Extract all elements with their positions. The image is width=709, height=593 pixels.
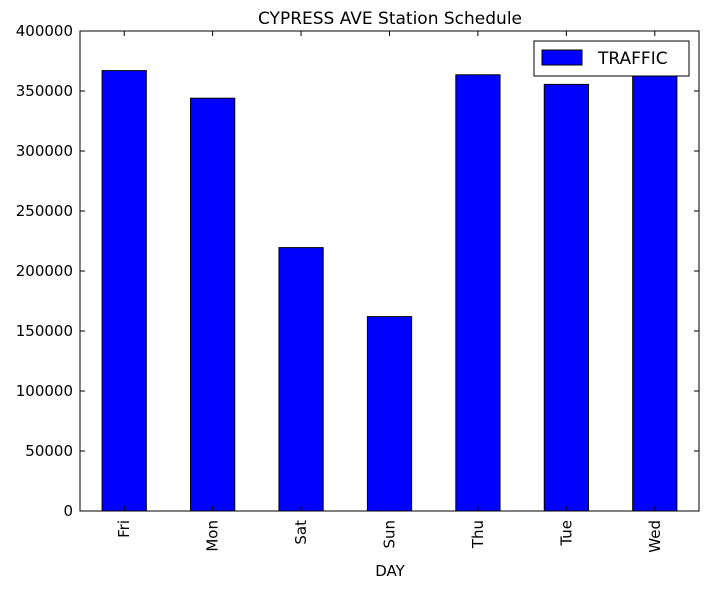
legend: TRAFFIC — [533, 40, 690, 77]
x-tick-label-sat: Sat — [292, 520, 310, 545]
y-tick-label-350000: 350000 — [16, 82, 73, 100]
bar-wed — [632, 75, 678, 512]
bar-sun — [366, 316, 413, 512]
x-tick-label-thu: Thu — [469, 520, 487, 549]
x-axis-tick-labels: Fri Mon Sat Sun Thu Tue Wed — [115, 520, 664, 553]
y-tick-label-150000: 150000 — [16, 322, 73, 340]
x-tick-label-sun: Sun — [381, 520, 399, 549]
legend-swatch-traffic — [541, 49, 583, 66]
y-tick-label-300000: 300000 — [16, 142, 73, 160]
x-tick-label-mon: Mon — [204, 520, 222, 552]
x-axis-label: DAY — [375, 562, 405, 580]
ticks-layer — [80, 30, 699, 512]
x-tick-label-fri: Fri — [115, 520, 133, 538]
x-tick-label-tue: Tue — [557, 520, 575, 547]
bar-fri — [101, 70, 147, 512]
bar-thu — [455, 74, 501, 512]
plot-frame — [79, 30, 700, 512]
y-tick-label-200000: 200000 — [16, 262, 73, 280]
x-tick-label-wed: Wed — [646, 520, 664, 553]
bars-layer — [101, 70, 678, 512]
y-axis-tick-labels: 0 50000 100000 150000 200000 250000 300000 3500… — [16, 22, 73, 520]
chart-title: CYPRESS AVE Station Schedule — [258, 9, 522, 29]
y-tick-label-0: 0 — [63, 502, 73, 520]
bar-tue — [543, 83, 589, 512]
legend-label-traffic: TRAFFIC — [597, 49, 668, 69]
y-tick-label-250000: 250000 — [16, 202, 73, 220]
y-tick-label-100000: 100000 — [16, 382, 73, 400]
bar-mon — [190, 97, 236, 512]
y-tick-label-400000: 400000 — [16, 22, 73, 40]
y-tick-label-50000: 50000 — [25, 442, 73, 460]
bar-sat — [278, 247, 324, 512]
